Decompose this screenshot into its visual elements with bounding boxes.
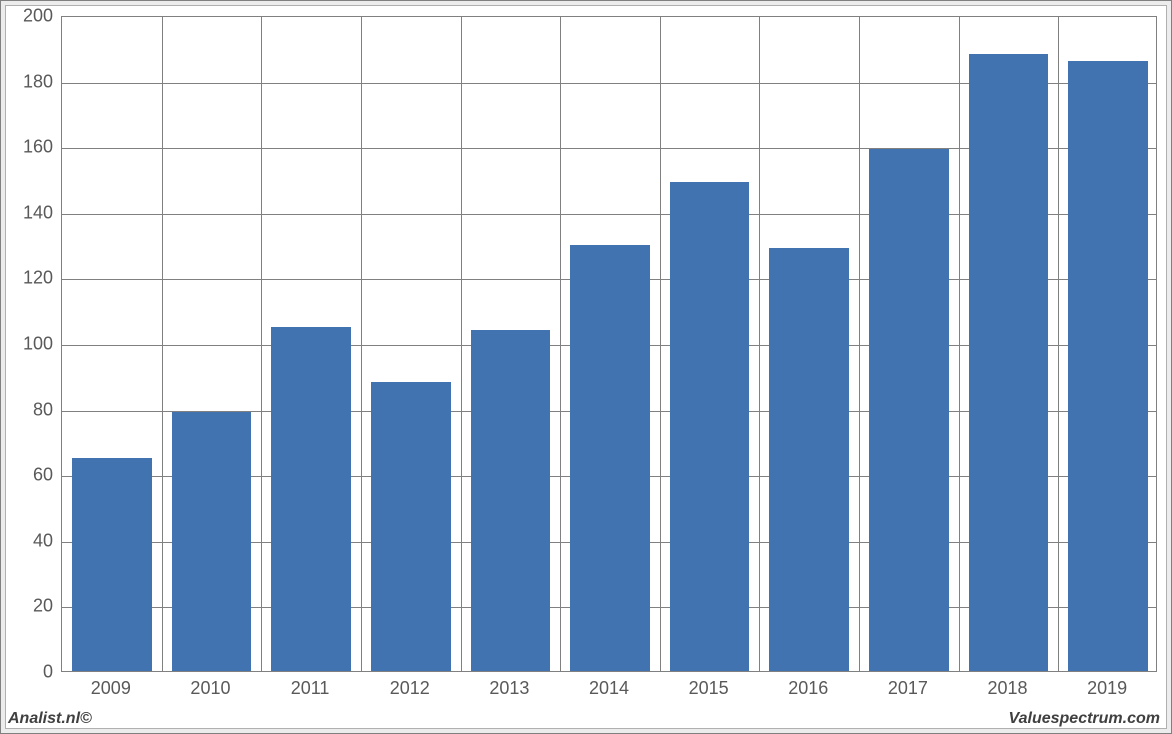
chart-plot-area bbox=[61, 16, 1157, 672]
gridline-vertical bbox=[759, 17, 760, 671]
bar-2014 bbox=[570, 245, 650, 671]
bar-2010 bbox=[172, 412, 252, 671]
y-axis-tick-label: 120 bbox=[13, 268, 53, 289]
bar-2016 bbox=[769, 248, 849, 671]
bar-2018 bbox=[969, 54, 1049, 671]
x-axis-tick-label: 2015 bbox=[689, 678, 729, 699]
y-axis-tick-label: 180 bbox=[13, 71, 53, 92]
y-axis-tick-label: 20 bbox=[13, 596, 53, 617]
y-axis-tick-label: 40 bbox=[13, 530, 53, 551]
gridline-vertical bbox=[959, 17, 960, 671]
bar-2019 bbox=[1068, 61, 1148, 671]
bar-2009 bbox=[72, 458, 152, 671]
gridline-vertical bbox=[461, 17, 462, 671]
bar-2015 bbox=[670, 182, 750, 671]
gridline-vertical bbox=[1058, 17, 1059, 671]
y-axis-tick-label: 0 bbox=[13, 662, 53, 683]
gridline-vertical bbox=[660, 17, 661, 671]
gridline-vertical bbox=[261, 17, 262, 671]
bar-2013 bbox=[471, 330, 551, 671]
x-axis-tick-label: 2014 bbox=[589, 678, 629, 699]
y-axis-tick-label: 80 bbox=[13, 399, 53, 420]
x-axis-tick-label: 2017 bbox=[888, 678, 928, 699]
x-axis-tick-label: 2010 bbox=[190, 678, 230, 699]
x-axis-tick-label: 2009 bbox=[91, 678, 131, 699]
x-axis-tick-label: 2011 bbox=[291, 678, 330, 699]
x-axis-tick-label: 2013 bbox=[489, 678, 529, 699]
gridline-vertical bbox=[162, 17, 163, 671]
bar-2017 bbox=[869, 149, 949, 671]
y-axis-tick-label: 100 bbox=[13, 334, 53, 355]
bar-2011 bbox=[271, 327, 351, 671]
gridline-vertical bbox=[859, 17, 860, 671]
x-axis-tick-label: 2018 bbox=[988, 678, 1028, 699]
y-axis-tick-label: 200 bbox=[13, 6, 53, 27]
footer-left-credit: Analist.nl© bbox=[8, 710, 92, 728]
y-axis-tick-label: 60 bbox=[13, 465, 53, 486]
x-axis-tick-label: 2016 bbox=[788, 678, 828, 699]
gridline-vertical bbox=[560, 17, 561, 671]
footer-right-credit: Valuespectrum.com bbox=[1009, 710, 1160, 728]
x-axis-tick-label: 2019 bbox=[1087, 678, 1127, 699]
chart-outer-frame: 0 20 40 60 80 100 120 140 160 180 200 2009 2010 2011… bbox=[0, 0, 1172, 734]
x-axis-tick-label: 2012 bbox=[390, 678, 430, 699]
bar-2012 bbox=[371, 382, 451, 671]
y-axis-tick-label: 160 bbox=[13, 137, 53, 158]
y-axis-tick-label: 140 bbox=[13, 202, 53, 223]
gridline-vertical bbox=[361, 17, 362, 671]
chart-inner-panel: 0 20 40 60 80 100 120 140 160 180 200 2009 2010 2011… bbox=[5, 5, 1167, 729]
